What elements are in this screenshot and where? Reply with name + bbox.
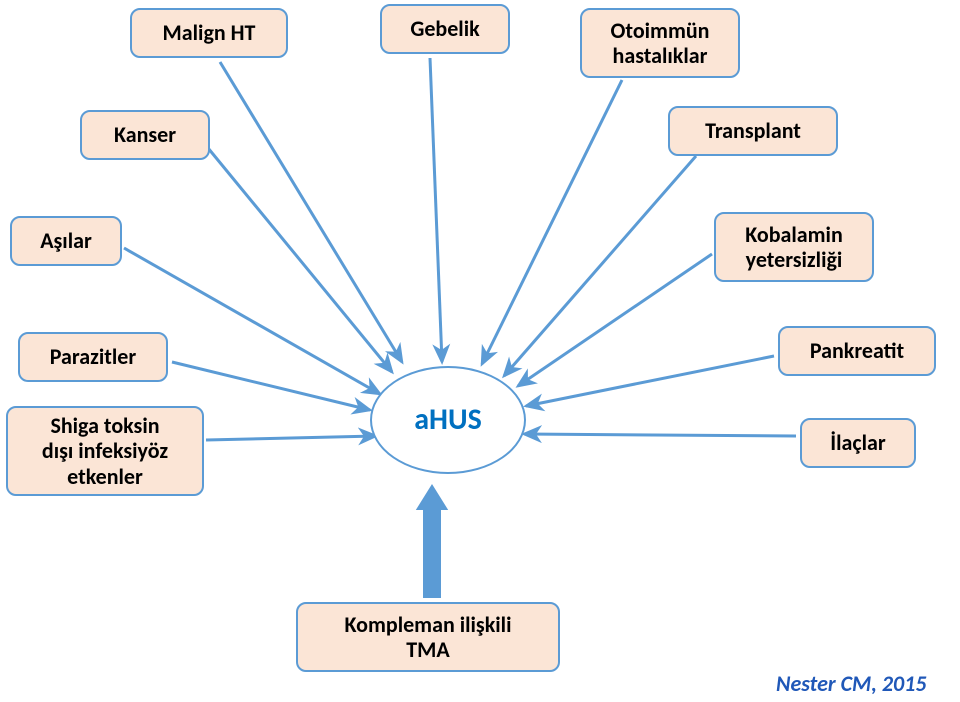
arrow-8 [526, 356, 774, 406]
arrow-7 [172, 362, 370, 410]
arrow-3 [208, 148, 392, 372]
node-gebelik: Gebelik [380, 4, 510, 54]
node-malign_ht: Malign HT [130, 8, 288, 58]
node-kompleman: Kompleman ilişkili TMA [296, 602, 560, 672]
thick-arrow [416, 484, 448, 598]
arrow-2 [482, 80, 622, 364]
arrow-9 [206, 436, 376, 440]
center-node: aHUS [370, 366, 526, 474]
node-ilaclar: İlaçlar [800, 418, 916, 468]
node-parazitler: Parazitler [18, 332, 168, 382]
node-pankreatit: Pankreatit [778, 326, 936, 376]
node-kanser: Kanser [80, 110, 210, 160]
arrow-6 [518, 254, 712, 386]
arrow-4 [504, 156, 696, 376]
node-kobalamin: Kobalamin yetersizliği [714, 212, 874, 282]
node-otoimmun: Otoimmün hastalıklar [580, 8, 740, 78]
citation-text: Nester CM, 2015 [776, 670, 927, 697]
node-asilar: Aşılar [10, 216, 122, 266]
node-shiga: Shiga toksin dışı infeksiyöz etkenler [6, 406, 204, 496]
arrow-1 [430, 58, 442, 362]
arrow-0 [220, 62, 402, 362]
node-transplant: Transplant [668, 106, 838, 156]
arrow-10 [524, 434, 796, 436]
